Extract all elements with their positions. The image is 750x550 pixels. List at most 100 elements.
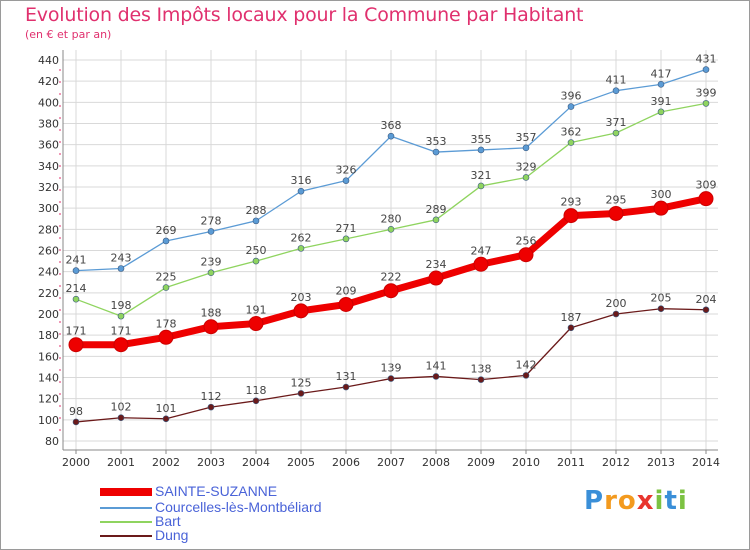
data-label: 371 bbox=[606, 116, 627, 129]
data-point bbox=[117, 265, 125, 272]
x-tick-label: 2004 bbox=[242, 456, 270, 469]
data-point bbox=[68, 337, 84, 353]
data-label: 321 bbox=[471, 169, 492, 182]
series-layer: 241 243 269 278 288 316 326 368 353 355 357 396 411 4… bbox=[66, 53, 717, 426]
data-label: 417 bbox=[651, 67, 672, 80]
data-label: 225 bbox=[156, 271, 177, 284]
data-label: 396 bbox=[561, 90, 582, 103]
data-label: 142 bbox=[516, 358, 537, 371]
data-point bbox=[698, 191, 714, 207]
y-tick-label: 300 bbox=[38, 202, 59, 215]
data-point bbox=[702, 100, 710, 107]
data-label: 118 bbox=[246, 384, 267, 397]
data-point bbox=[657, 305, 665, 313]
x-tick-label: 2009 bbox=[467, 456, 495, 469]
chart-subtitle: (en € et par an) bbox=[25, 28, 112, 41]
data-label: 209 bbox=[336, 284, 357, 297]
x-tick-label: 2013 bbox=[647, 456, 675, 469]
legend-item-dung: Dung bbox=[100, 527, 380, 543]
x-tick-label: 2008 bbox=[422, 456, 450, 469]
logo-letter: r bbox=[604, 486, 618, 516]
data-point bbox=[518, 247, 534, 263]
data-label: 222 bbox=[381, 271, 402, 284]
data-point bbox=[567, 139, 575, 146]
legend-label: Dung bbox=[155, 527, 189, 543]
data-label: 171 bbox=[111, 325, 132, 338]
data-point bbox=[252, 257, 260, 265]
legend-swatch bbox=[100, 535, 152, 537]
data-label: 293 bbox=[561, 196, 582, 209]
data-label: 198 bbox=[111, 299, 132, 312]
y-tick-label: 180 bbox=[38, 329, 59, 342]
data-point bbox=[477, 146, 485, 154]
x-tick-label: 2012 bbox=[602, 456, 630, 469]
legend-item-bart: Bart bbox=[100, 513, 380, 529]
logo-letter: i bbox=[677, 486, 688, 516]
data-point bbox=[158, 329, 174, 345]
data-label: 141 bbox=[426, 359, 447, 372]
data-label: 247 bbox=[471, 244, 492, 257]
data-point bbox=[342, 383, 350, 391]
data-point bbox=[432, 148, 440, 156]
legend-label: Bart bbox=[155, 513, 181, 529]
data-label: 243 bbox=[111, 251, 132, 264]
y-tick-label: 160 bbox=[38, 350, 59, 363]
data-point bbox=[383, 283, 399, 299]
data-label: 278 bbox=[201, 214, 222, 227]
data-label: 431 bbox=[696, 53, 717, 66]
data-label: 355 bbox=[471, 133, 492, 146]
legend-label: Courcelles-lès-Montbéliard bbox=[155, 499, 322, 515]
logo-letter: o bbox=[617, 486, 637, 516]
data-label: 112 bbox=[201, 390, 222, 403]
data-point bbox=[608, 205, 624, 221]
y-tick-label: 220 bbox=[38, 287, 59, 300]
data-point bbox=[72, 418, 80, 426]
y-tick-label: 260 bbox=[38, 245, 59, 258]
data-label: 239 bbox=[201, 256, 222, 269]
logo-letter: i bbox=[654, 486, 665, 516]
data-label: 362 bbox=[561, 126, 582, 139]
logo-letter: P bbox=[584, 486, 605, 516]
data-label: 288 bbox=[246, 204, 267, 217]
data-point bbox=[338, 296, 354, 312]
data-point bbox=[293, 303, 309, 319]
data-point bbox=[477, 182, 485, 190]
axes: 80 100 120 140 160 180 200 220 240 260 280 300 320 34… bbox=[38, 50, 720, 469]
data-point bbox=[657, 108, 665, 116]
legend-label: SAINTE-SUZANNE bbox=[155, 483, 278, 499]
logo-letter: x bbox=[636, 486, 655, 516]
data-label: 357 bbox=[516, 131, 537, 144]
data-point bbox=[567, 324, 575, 332]
data-label: 300 bbox=[651, 188, 672, 201]
x-tick-label: 2005 bbox=[287, 456, 315, 469]
data-point bbox=[612, 87, 620, 94]
data-point bbox=[342, 235, 350, 243]
data-point bbox=[207, 403, 215, 411]
data-point bbox=[117, 414, 125, 422]
grid bbox=[63, 50, 718, 450]
data-point bbox=[387, 132, 395, 140]
data-point bbox=[387, 375, 395, 382]
data-label: 138 bbox=[471, 363, 492, 376]
y-tick-label: 320 bbox=[38, 181, 59, 194]
data-label: 178 bbox=[156, 317, 177, 330]
y-tick-label: 380 bbox=[38, 118, 59, 131]
logo-letter: t bbox=[664, 486, 678, 516]
data-label: 241 bbox=[66, 254, 87, 267]
data-label: 191 bbox=[246, 304, 267, 317]
data-point bbox=[522, 144, 530, 152]
x-tick-label: 2010 bbox=[512, 456, 540, 469]
y-tick-label: 100 bbox=[38, 414, 59, 427]
data-label: 125 bbox=[291, 376, 312, 389]
data-point bbox=[612, 129, 620, 137]
legend-swatch bbox=[100, 507, 152, 509]
data-point bbox=[72, 267, 80, 274]
data-point bbox=[113, 337, 129, 353]
data-point bbox=[207, 269, 215, 277]
data-point bbox=[252, 217, 260, 225]
data-label: 187 bbox=[561, 311, 582, 324]
data-point bbox=[207, 228, 215, 235]
data-point bbox=[653, 200, 669, 216]
data-label: 214 bbox=[66, 282, 87, 295]
